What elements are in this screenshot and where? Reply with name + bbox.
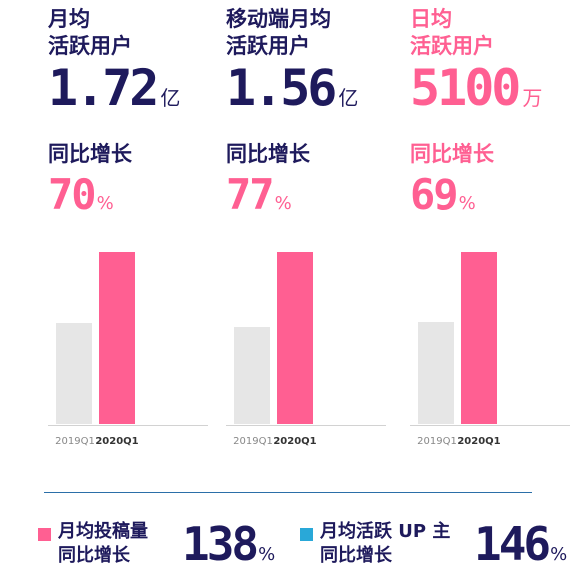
metric-unit: 亿: [160, 86, 181, 110]
growth-unit: %: [96, 193, 114, 214]
metric-value: 1.72 亿: [48, 60, 180, 116]
growth-value: 77%: [226, 170, 292, 220]
growth-number: 69: [410, 170, 459, 219]
metric-title: 月均 活跃用户: [48, 6, 132, 60]
stat-label-line: 月均活跃 UP 主: [320, 521, 451, 542]
blue-square-icon: [300, 528, 313, 541]
metric-panel-mau: 月均 活跃用户 1.72 亿 同比增长 70% 2019Q1 2020Q1: [48, 0, 234, 470]
metric-number: 1.72: [48, 59, 159, 117]
growth-value: 70%: [48, 170, 114, 220]
metric-title: 移动端月均 活跃用户: [226, 6, 331, 60]
bar-2020q1: [99, 252, 135, 424]
chart-baseline: [226, 425, 386, 426]
metric-title-line: 活跃用户: [410, 34, 494, 58]
metric-title-line: 月均: [48, 7, 90, 31]
growth-label: 同比增长: [226, 142, 310, 166]
metric-value: 5100 万: [410, 60, 542, 116]
bar-2020q1: [277, 252, 313, 424]
bar-chart: [48, 248, 208, 428]
growth-number: 77: [226, 170, 275, 219]
stat-label-line: 月均投稿量: [58, 521, 148, 542]
stat-label: 月均活跃 UP 主 同比增长: [320, 520, 450, 568]
stat-label-line: 同比增长: [58, 545, 130, 566]
bar-2019q1: [418, 322, 454, 424]
growth-unit: %: [458, 193, 476, 214]
growth-label: 同比增长: [410, 142, 494, 166]
metric-number: 1.56: [226, 59, 337, 117]
metric-title: 日均 活跃用户: [410, 6, 494, 60]
chart-baseline: [410, 425, 570, 426]
stat-unit: %: [258, 544, 276, 565]
stat-unit: %: [550, 544, 568, 565]
growth-value: 69%: [410, 170, 476, 220]
bar-chart: [410, 248, 570, 428]
tick-label-2020q1: 2020Q1: [95, 436, 139, 447]
growth-unit: %: [274, 193, 292, 214]
section-divider: [44, 492, 532, 493]
bar-2019q1: [56, 323, 92, 424]
metric-unit: 万: [522, 86, 543, 110]
bar-2020q1: [461, 252, 497, 424]
stat-number: 138: [182, 517, 259, 571]
stat-value: 138%: [182, 518, 275, 570]
tick-label-2020q1: 2020Q1: [457, 436, 501, 447]
stat-label-line: 同比增长: [320, 545, 392, 566]
metric-panel-mobile-mau: 移动端月均 活跃用户 1.56 亿 同比增长 77% 2019Q1 2020Q1: [226, 0, 412, 470]
metric-title-line: 活跃用户: [226, 34, 310, 58]
metric-number: 5100: [410, 59, 521, 117]
tick-label-2020q1: 2020Q1: [273, 436, 317, 447]
growth-number: 70: [48, 170, 97, 219]
stat-label: 月均投稿量 同比增长: [58, 520, 148, 568]
metric-value: 1.56 亿: [226, 60, 358, 116]
metric-unit: 亿: [338, 86, 359, 110]
tick-label-2019q1: 2019Q1: [233, 436, 273, 447]
bar-2019q1: [234, 327, 270, 424]
stat-value: 146%: [474, 518, 567, 570]
growth-label: 同比增长: [48, 142, 132, 166]
metric-panel-dau: 日均 活跃用户 5100 万 同比增长 69% 2019Q1 2020Q1: [410, 0, 586, 470]
bar-chart: [226, 248, 386, 428]
metric-title-line: 活跃用户: [48, 34, 132, 58]
pink-square-icon: [38, 528, 51, 541]
stat-number: 146: [474, 517, 551, 571]
tick-label-2019q1: 2019Q1: [417, 436, 457, 447]
metric-title-line: 日均: [410, 7, 452, 31]
metric-title-line: 移动端月均: [226, 7, 331, 31]
chart-baseline: [48, 425, 208, 426]
tick-label-2019q1: 2019Q1: [55, 436, 95, 447]
